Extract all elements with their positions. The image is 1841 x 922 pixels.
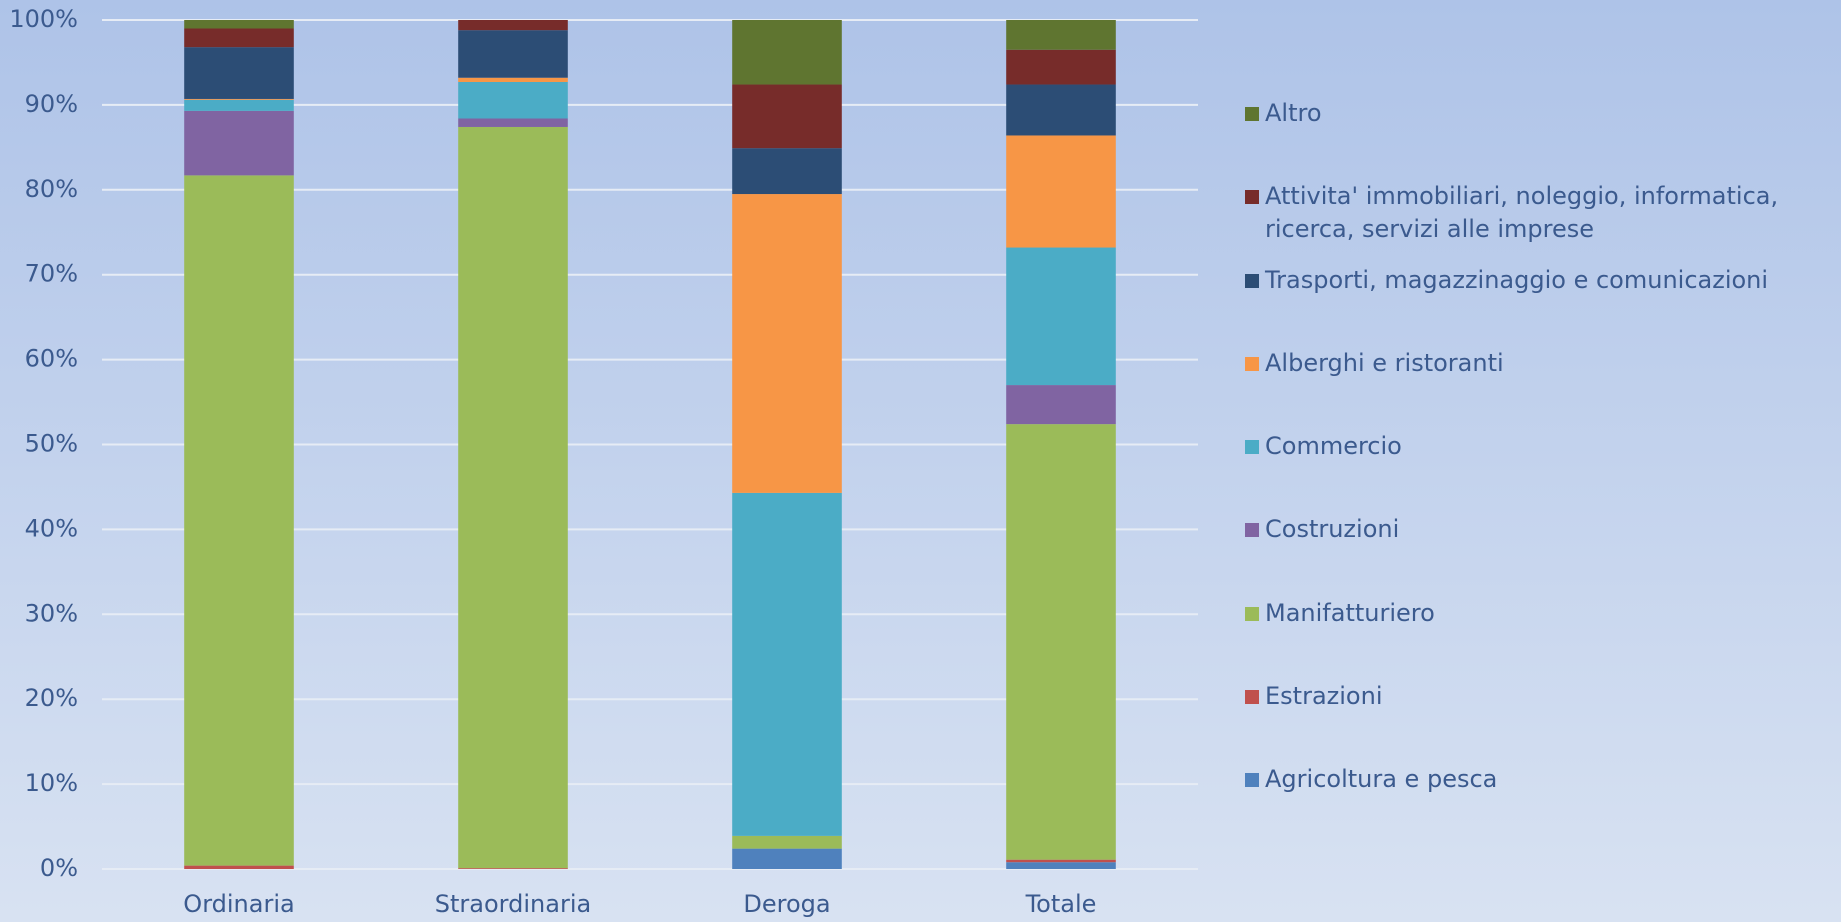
bar-segment (1006, 424, 1116, 860)
y-tick-label: 40% (25, 514, 78, 542)
legend: Altro Attivita' immobiliari, noleggio, in… (1245, 0, 1835, 922)
legend-label: Commercio (1265, 432, 1402, 460)
bar-segment (1006, 49, 1116, 85)
y-tick-label: 10% (25, 769, 78, 797)
y-tick-label: 100% (9, 5, 78, 33)
legend-item: Manifatturiero (1245, 597, 1830, 630)
legend-swatch (1245, 606, 1259, 621)
y-tick-label: 50% (25, 430, 78, 458)
legend-swatch (1245, 523, 1259, 538)
legend-label: Trasporti, magazzinaggio e comunicazioni (1265, 265, 1769, 294)
y-tick-label: 80% (25, 175, 78, 203)
bar-segment (458, 126, 568, 869)
legend-label: Manifatturiero (1265, 598, 1435, 627)
y-tick-label: 90% (25, 90, 78, 118)
bar-segment (1006, 20, 1116, 50)
bar-segment (458, 77, 568, 82)
legend-item: Agricoltura e pesca (1245, 763, 1830, 796)
legend-swatch (1245, 440, 1259, 454)
legend-item: Commercio (1245, 430, 1830, 463)
bar-segment (732, 194, 842, 493)
y-tick-label: 60% (25, 345, 78, 373)
legend-label: Alberghi e ristoranti (1265, 348, 1504, 377)
bar-segment (1006, 385, 1116, 425)
legend-swatch (1245, 107, 1259, 121)
bar-segment (184, 865, 294, 869)
legend-label: Agricoltura e pesca (1265, 765, 1498, 793)
bar-segment (184, 28, 294, 48)
bar-segment (1006, 84, 1116, 136)
y-tick-label: 0% (40, 854, 78, 882)
bar-segment (458, 30, 568, 78)
bar-segment (732, 835, 842, 849)
bar-segment (732, 848, 842, 869)
legend-label: Altro (1265, 99, 1322, 127)
y-tick-label: 20% (25, 684, 78, 712)
bar-segment (1006, 247, 1116, 386)
bar-segment (732, 492, 842, 836)
bar-segment (184, 20, 294, 29)
bar-segment (184, 98, 294, 100)
bar-segment (458, 868, 568, 869)
bar-segment (1006, 859, 1116, 863)
bar-segment (458, 118, 568, 127)
legend-item: Attivita' immobiliari, noleggio, informa… (1245, 180, 1830, 246)
x-tick-label: Ordinaria (183, 890, 294, 918)
legend-item: Alberghi e ristoranti (1245, 347, 1830, 380)
legend-item: Altro (1245, 97, 1830, 130)
bar-segment (732, 84, 842, 149)
bar-segment (1006, 135, 1116, 248)
bar-segment (1006, 862, 1116, 869)
x-tick-label: Totale (1025, 890, 1097, 918)
legend-swatch (1245, 190, 1259, 205)
bar-segment (732, 148, 842, 195)
bar-segment (184, 110, 294, 176)
legend-label: Attivita' immobiliari, noleggio, informa… (1265, 182, 1779, 244)
bar-segment (458, 81, 568, 119)
bar-segment (732, 20, 842, 85)
legend-swatch (1245, 273, 1259, 288)
bar-segment (184, 47, 294, 99)
legend-item: Estrazioni (1245, 680, 1830, 713)
legend-item: Trasporti, magazzinaggio e comunicazioni (1245, 264, 1830, 297)
x-tick-label: Straordinaria (435, 890, 591, 918)
legend-label: Costruzioni (1265, 515, 1400, 544)
legend-swatch (1245, 689, 1259, 704)
bar-segment (458, 20, 568, 31)
legend-item: Costruzioni (1245, 513, 1830, 546)
y-tick-label: 30% (25, 599, 78, 627)
bar-segment (184, 99, 294, 111)
legend-swatch (1245, 356, 1259, 371)
legend-swatch (1245, 773, 1259, 787)
legend-label: Estrazioni (1265, 681, 1383, 710)
x-tick-label: Deroga (743, 890, 830, 918)
bar-segment (184, 175, 294, 866)
y-tick-label: 70% (25, 260, 78, 288)
